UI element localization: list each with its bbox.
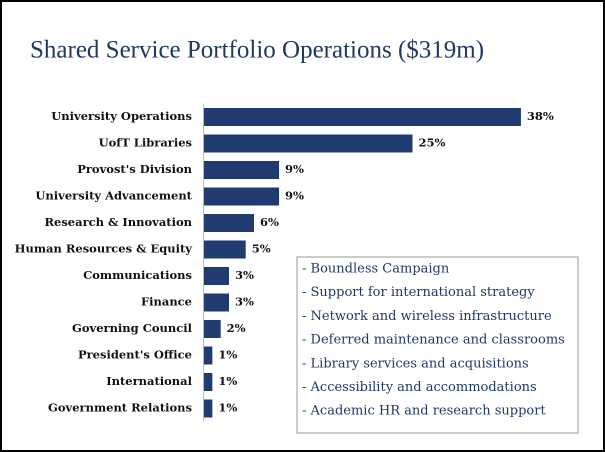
annotation-item: - Support for international strategy	[302, 285, 535, 300]
value-label: 1%	[218, 348, 237, 362]
category-label: President's Office	[78, 348, 192, 362]
bar	[204, 399, 213, 418]
annotation-item: - Network and wireless infrastructure	[302, 309, 552, 324]
bar	[204, 187, 280, 206]
bar	[204, 240, 246, 259]
value-label: 6%	[260, 215, 279, 229]
value-label: 9%	[285, 162, 304, 176]
bar	[204, 214, 255, 232]
bar	[204, 267, 230, 285]
bar	[204, 161, 280, 179]
value-label: 5%	[252, 242, 271, 256]
bar	[204, 293, 230, 312]
category-label: Governing Council	[72, 321, 193, 335]
value-label: 2%	[227, 321, 246, 335]
value-label: 3%	[235, 268, 254, 282]
chart-title: Shared Service Portfolio Operations ($31…	[30, 37, 484, 64]
category-label: Finance	[141, 295, 192, 309]
category-label: Human Resources & Equity	[15, 242, 193, 256]
value-label: 3%	[235, 295, 254, 309]
value-label: 1%	[218, 374, 237, 388]
category-label: Provost's Division	[77, 162, 192, 176]
bar	[204, 346, 213, 365]
value-label: 25%	[419, 136, 446, 150]
category-label: Communications	[83, 268, 192, 282]
category-label: University Advancement	[35, 189, 192, 203]
bar	[204, 108, 521, 126]
annotation-item: - Boundless Campaign	[302, 262, 450, 277]
bar	[204, 134, 413, 153]
bar	[204, 320, 221, 338]
annotation-item: - Deferred maintenance and classrooms	[302, 333, 565, 348]
annotation-box	[296, 256, 579, 434]
category-label: International	[106, 374, 192, 388]
value-label: 9%	[285, 189, 304, 203]
category-label: Research & Innovation	[44, 215, 192, 229]
annotation-item: - Library services and acquisitions	[302, 356, 529, 371]
annotation-item: - Academic HR and research support	[302, 404, 546, 419]
category-label: UofT Libraries	[99, 136, 192, 150]
bar	[204, 373, 213, 391]
category-label: University Operations	[51, 109, 192, 123]
value-label: 38%	[527, 109, 554, 123]
category-label: Government Relations	[48, 401, 192, 415]
annotation-item: - Accessibility and accommodations	[302, 380, 537, 395]
value-label: 1%	[218, 401, 237, 415]
